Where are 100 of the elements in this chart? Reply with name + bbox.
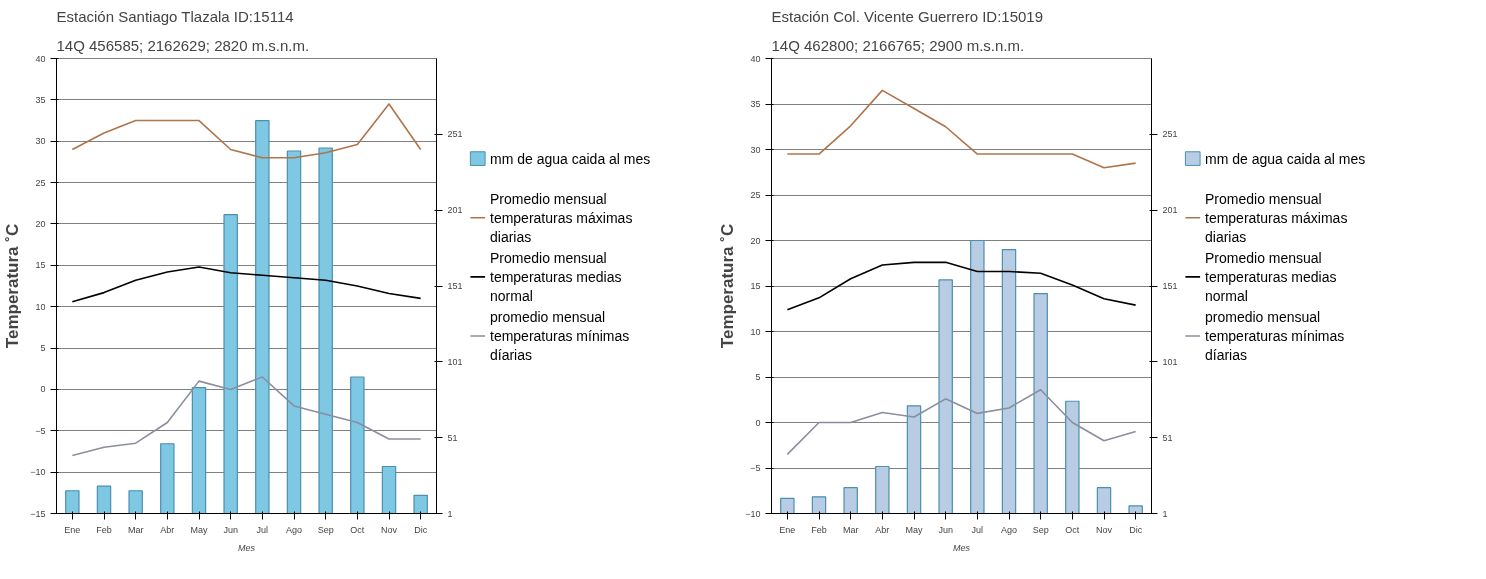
x-tick-label: Mar — [842, 524, 859, 535]
bar — [1065, 400, 1080, 514]
bar — [938, 279, 953, 514]
y2-tick-label: 101 — [447, 356, 463, 367]
y2-tick-label: 251 — [1162, 129, 1178, 140]
bar — [811, 496, 827, 514]
line-series — [71, 266, 422, 303]
bar — [906, 405, 922, 514]
y-tick-label: 20 — [35, 218, 46, 229]
x-axis-title: Mes — [238, 542, 256, 553]
x-tick-label: Nov — [381, 524, 398, 535]
y-tick-label: 10 — [750, 326, 761, 337]
bar — [413, 494, 428, 514]
chart-subtitle: 14Q 456585; 2162629; 2820 m.s.n.m. — [56, 36, 310, 54]
y-axis-title: Temperatura ˚C — [718, 223, 738, 349]
y-tick-label: 0 — [40, 384, 46, 395]
y-tick-label: 5 — [755, 372, 761, 382]
x-tick-label: Ene — [779, 524, 796, 535]
y-tick-label: −5 — [750, 463, 761, 473]
y-tick-label: −10 — [745, 508, 761, 519]
bar — [875, 465, 890, 514]
bar — [96, 485, 112, 514]
y-tick-label: 10 — [35, 301, 46, 312]
bar — [65, 490, 80, 514]
y-tick-label: 30 — [35, 136, 46, 147]
y2-tick-label: 1 — [447, 508, 453, 519]
x-tick-label: Dic — [1129, 524, 1143, 535]
bar — [843, 487, 858, 514]
bar — [1128, 505, 1143, 514]
x-tick-label: Jun — [938, 524, 953, 535]
x-tick-label: Feb — [811, 524, 827, 535]
y2-tick-label: 51 — [447, 432, 458, 443]
legend-label: promedio mensual temperaturas mínimas díarias — [1205, 308, 1345, 364]
bar — [780, 497, 795, 514]
y2-tick-label: 151 — [447, 281, 463, 291]
x-tick-label: Ago — [285, 524, 303, 535]
bar — [1033, 292, 1048, 514]
y-axis-title: Temperatura ˚C — [3, 223, 23, 349]
legend-label: promedio mensual temperaturas mínimas díarias — [490, 308, 630, 364]
y2-tick-label: 1 — [1162, 508, 1168, 519]
line-series — [786, 388, 1137, 456]
y2-tick-label: 51 — [1162, 432, 1173, 443]
bar — [160, 443, 175, 514]
y-tick-label: 20 — [750, 235, 761, 246]
chart-subtitle: 14Q 462800; 2166765; 2900 m.s.n.m. — [771, 36, 1025, 54]
y-tick-label: 25 — [750, 190, 761, 200]
bar — [381, 465, 397, 514]
y-tick-label: 30 — [750, 144, 761, 155]
bar — [318, 147, 333, 514]
y-tick-label: 15 — [35, 260, 46, 271]
x-tick-label: Ago — [1000, 524, 1018, 535]
x-tick-label: May — [905, 524, 923, 535]
legend-label: Promedio mensual temperaturas máximas diarias — [1205, 190, 1348, 245]
x-tick-label: Jul — [256, 524, 269, 535]
bar — [350, 376, 365, 514]
legend-label: mm de agua caida al mes — [1205, 150, 1366, 167]
bar — [1001, 249, 1017, 514]
legend-label: Promedio mensual temperaturas máximas diarias — [490, 190, 633, 245]
y-tick-label: 25 — [35, 177, 46, 188]
x-tick-label: Sep — [317, 524, 334, 535]
bar — [191, 387, 207, 514]
y-tick-label: 40 — [750, 53, 761, 64]
chart-title: Estación Col. Vicente Guerrero ID:15019 — [771, 7, 1044, 25]
y2-tick-label: 151 — [1162, 281, 1178, 291]
line-series — [786, 261, 1137, 311]
x-tick-label: Abr — [160, 524, 175, 535]
x-tick-label: Dic — [414, 524, 428, 535]
bar — [128, 490, 143, 514]
x-axis-title: Mes — [953, 542, 971, 553]
bar — [970, 239, 985, 514]
y-tick-label: −10 — [30, 467, 46, 478]
y-tick-label: 0 — [755, 417, 761, 428]
y2-tick-label: 101 — [1162, 356, 1178, 367]
y-tick-label: −15 — [30, 508, 46, 519]
bar — [1096, 487, 1112, 514]
y-tick-label: 35 — [750, 99, 761, 109]
x-tick-label: Ene — [64, 524, 81, 535]
x-tick-label: Jul — [971, 524, 984, 535]
y-tick-label: −5 — [35, 425, 46, 436]
y-tick-label: 5 — [40, 343, 46, 354]
y-tick-label: 40 — [35, 53, 46, 64]
legend-label: mm de agua caida al mes — [490, 150, 651, 167]
y2-tick-label: 201 — [1162, 205, 1178, 216]
bar — [286, 150, 302, 514]
bar — [255, 120, 270, 514]
x-tick-label: Feb — [96, 524, 112, 535]
line-series — [71, 103, 422, 159]
x-tick-label: Mar — [127, 524, 144, 535]
chart-title: Estación Santiago Tlazala ID:15114 — [56, 7, 294, 25]
x-tick-label: Oct — [350, 524, 365, 535]
bar — [223, 214, 238, 514]
x-tick-label: May — [190, 524, 208, 535]
x-tick-label: Abr — [875, 524, 890, 535]
x-tick-label: Oct — [1065, 524, 1080, 535]
y-tick-label: 35 — [35, 94, 46, 105]
y2-tick-label: 201 — [447, 205, 463, 216]
x-tick-label: Nov — [1096, 524, 1113, 535]
y-tick-label: 15 — [750, 281, 761, 291]
x-tick-label: Sep — [1032, 524, 1049, 535]
line-series — [786, 89, 1137, 169]
